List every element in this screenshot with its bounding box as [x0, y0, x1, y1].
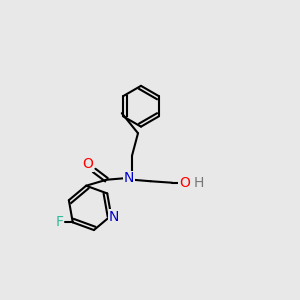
- Text: F: F: [55, 215, 63, 230]
- Text: O: O: [82, 157, 93, 171]
- Text: H: H: [193, 176, 204, 190]
- Text: N: N: [108, 210, 119, 224]
- Text: N: N: [124, 171, 134, 185]
- Text: O: O: [179, 176, 190, 190]
